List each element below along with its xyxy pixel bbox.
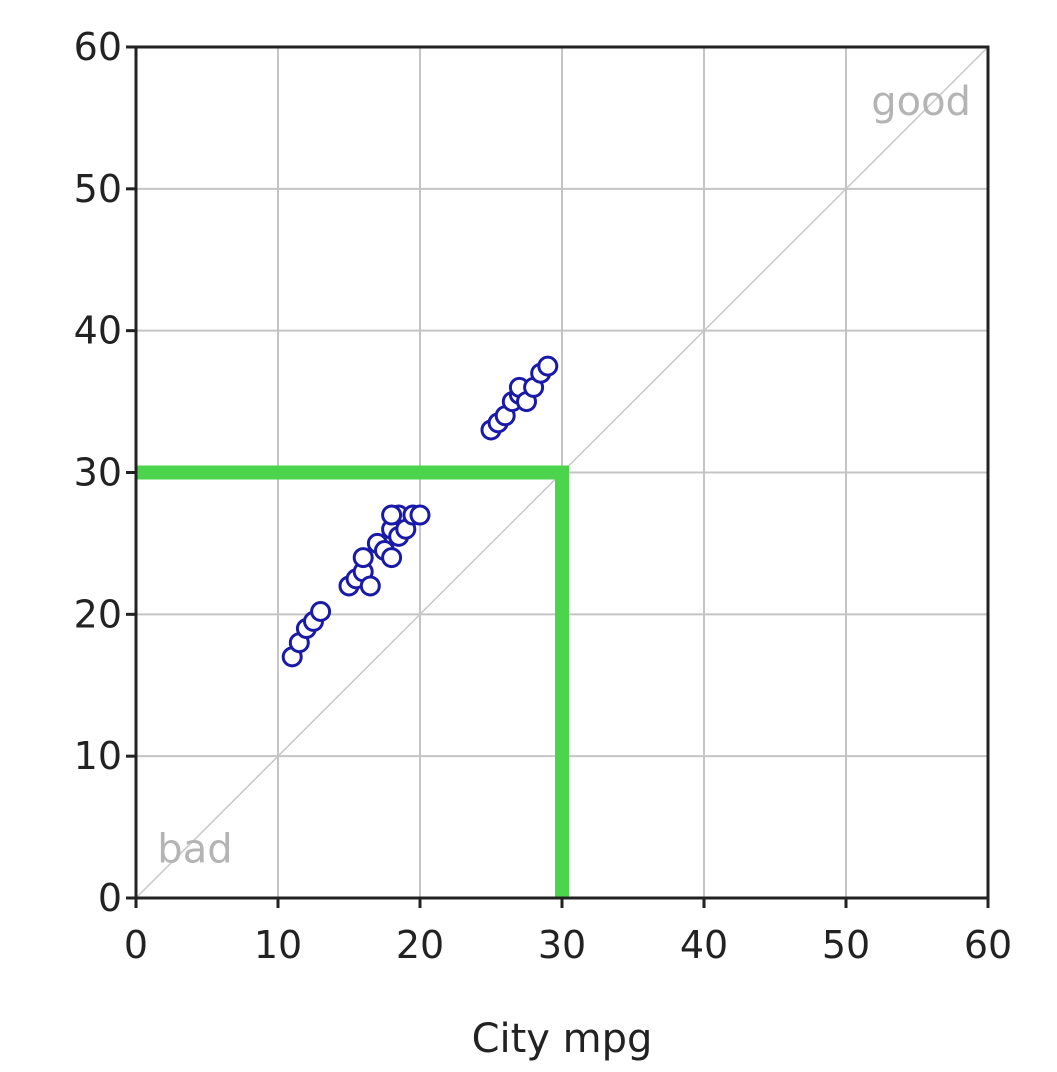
y-tick-label: 10 [74, 734, 122, 778]
data-point [537, 355, 559, 377]
y-tick-label: 60 [74, 25, 122, 69]
data-point [381, 504, 403, 526]
data-point [310, 600, 332, 622]
x-tick-label: 40 [680, 923, 728, 967]
y-tick-label: 30 [74, 451, 122, 495]
y-tick-label: 50 [74, 167, 122, 211]
threshold-lines [136, 465, 569, 898]
y-tick-label: 20 [74, 592, 122, 636]
x-tick-label: 10 [254, 923, 302, 967]
x-tick-label: 30 [538, 923, 586, 967]
annotation-label: good [871, 79, 971, 125]
x-axis-title: City mpg [472, 1016, 653, 1062]
x-tick-label: 0 [124, 923, 148, 967]
x-tick-label: 60 [964, 923, 1012, 967]
data-point [409, 504, 431, 526]
data-point [359, 575, 381, 597]
data-point [381, 547, 403, 569]
data-point [352, 547, 374, 569]
x-tick-label: 50 [822, 923, 870, 967]
annotation-label: bad [157, 827, 232, 873]
y-tick-label: 0 [98, 876, 122, 920]
y-tick-label: 40 [74, 309, 122, 353]
annotations: good bad [157, 79, 971, 872]
x-tick-label: 20 [396, 923, 444, 967]
axis-ticks: 0 10 20 30 40 50 60 0 10 20 30 40 50 60 [74, 25, 1013, 967]
data-points [281, 355, 559, 668]
